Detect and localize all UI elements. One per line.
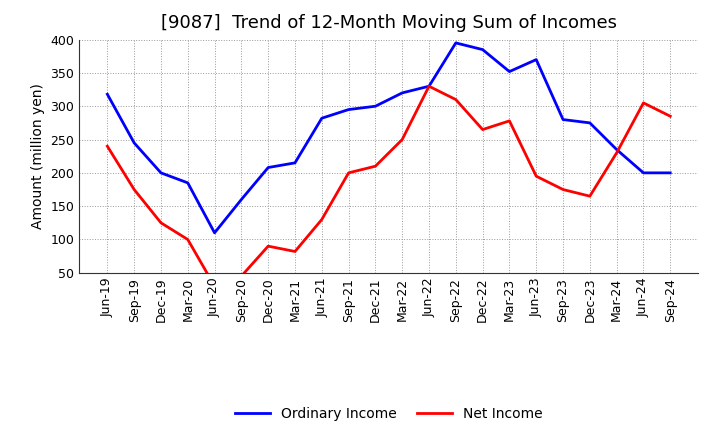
Ordinary Income (157, 170, 166, 176)
Net Income (344, 170, 353, 176)
Ordinary Income (237, 197, 246, 202)
Ordinary Income (505, 69, 514, 74)
Net Income (505, 118, 514, 124)
Ordinary Income (371, 103, 379, 109)
Ordinary Income (666, 170, 675, 176)
Ordinary Income (532, 57, 541, 62)
Net Income (264, 243, 272, 249)
Line: Net Income: Net Income (107, 86, 670, 286)
Ordinary Income (184, 180, 192, 186)
Ordinary Income (425, 84, 433, 89)
Ordinary Income (264, 165, 272, 170)
Net Income (371, 164, 379, 169)
Net Income (559, 187, 567, 192)
Ordinary Income (612, 147, 621, 152)
Net Income (184, 237, 192, 242)
Line: Ordinary Income: Ordinary Income (107, 43, 670, 233)
Net Income (398, 137, 407, 142)
Net Income (478, 127, 487, 132)
Net Income (666, 114, 675, 119)
Ordinary Income (398, 90, 407, 95)
Legend: Ordinary Income, Net Income: Ordinary Income, Net Income (229, 401, 549, 426)
Ordinary Income (478, 47, 487, 52)
Net Income (425, 84, 433, 89)
Ordinary Income (344, 107, 353, 112)
Net Income (612, 150, 621, 155)
Ordinary Income (130, 140, 138, 146)
Net Income (210, 283, 219, 289)
Net Income (130, 187, 138, 192)
Net Income (157, 220, 166, 225)
Net Income (318, 217, 326, 222)
Net Income (532, 173, 541, 179)
Net Income (451, 97, 460, 102)
Y-axis label: Amount (million yen): Amount (million yen) (31, 83, 45, 229)
Ordinary Income (210, 230, 219, 235)
Ordinary Income (103, 92, 112, 97)
Ordinary Income (291, 160, 300, 165)
Ordinary Income (639, 170, 648, 176)
Ordinary Income (585, 120, 594, 125)
Net Income (103, 143, 112, 149)
Ordinary Income (451, 40, 460, 46)
Title: [9087]  Trend of 12-Month Moving Sum of Incomes: [9087] Trend of 12-Month Moving Sum of I… (161, 15, 617, 33)
Net Income (291, 249, 300, 254)
Net Income (237, 274, 246, 279)
Net Income (639, 100, 648, 106)
Ordinary Income (559, 117, 567, 122)
Net Income (585, 194, 594, 199)
Ordinary Income (318, 116, 326, 121)
